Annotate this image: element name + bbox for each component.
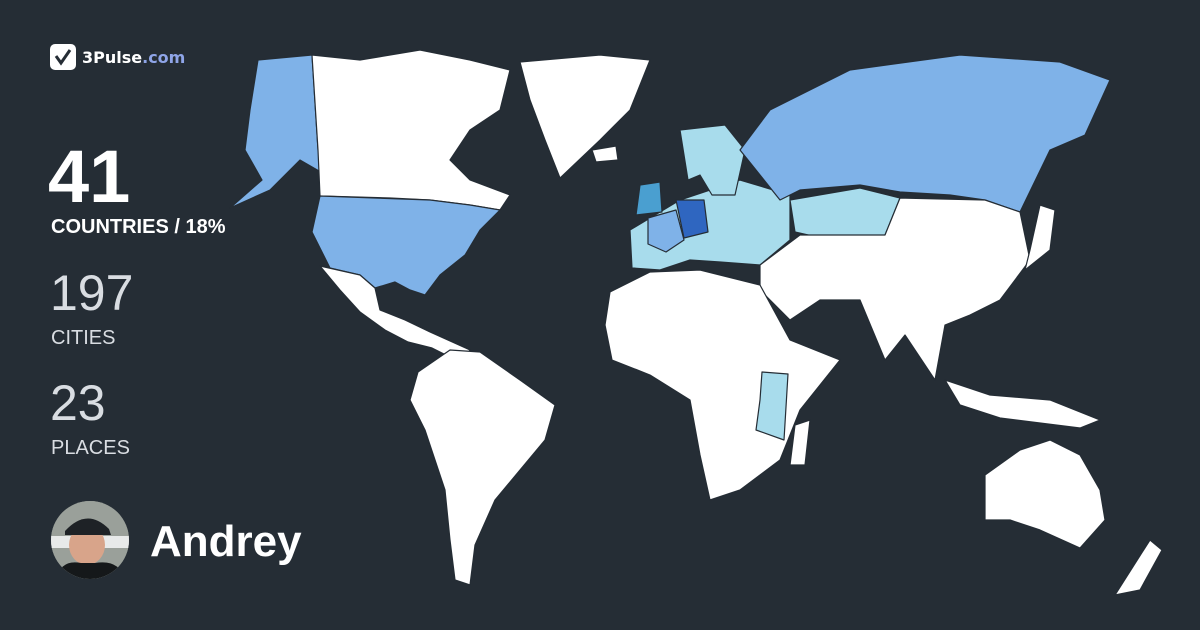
country-canada[interactable]: [311, 49, 511, 211]
user-name: Andrey: [150, 517, 302, 566]
places-label: PLACES: [51, 437, 130, 459]
country-new-zealand[interactable]: [1114, 539, 1163, 596]
country-france[interactable]: [647, 209, 685, 253]
country-kazakhstan[interactable]: [789, 187, 901, 241]
country-australia[interactable]: [984, 439, 1106, 549]
brand-name: 3Pulse.com: [82, 47, 186, 67]
country-africa[interactable]: [604, 269, 841, 501]
countries-count: 41: [48, 135, 131, 218]
country-asia[interactable]: [759, 197, 1031, 381]
country-germany[interactable]: [675, 199, 709, 239]
country-alaska[interactable]: [229, 54, 327, 209]
pulse-check-icon: [50, 44, 76, 70]
country-greenland[interactable]: [519, 54, 651, 179]
avatar: [51, 501, 129, 579]
cities-label: CITIES: [51, 327, 116, 349]
country-uk[interactable]: [635, 181, 663, 216]
country-russia[interactable]: [739, 54, 1111, 213]
country-south-america[interactable]: [409, 349, 556, 586]
places-count: 23: [50, 375, 106, 431]
country-scandinavia[interactable]: [679, 124, 746, 196]
countries-label: COUNTRIES / 18%: [51, 216, 226, 238]
country-indonesia[interactable]: [944, 379, 1101, 429]
cities-count: 197: [50, 265, 134, 321]
country-madagascar[interactable]: [789, 419, 811, 466]
brand-logo[interactable]: 3Pulse.com: [50, 44, 185, 70]
country-kenya-tanzania[interactable]: [755, 371, 789, 441]
country-japan[interactable]: [1024, 204, 1056, 271]
country-iceland[interactable]: [591, 145, 619, 163]
